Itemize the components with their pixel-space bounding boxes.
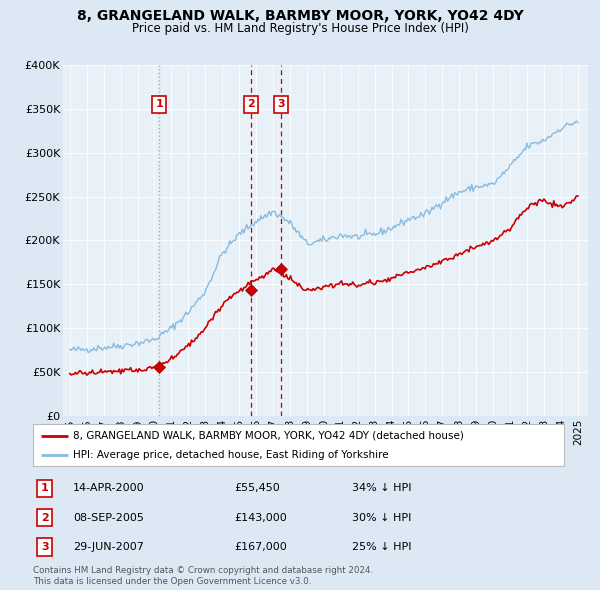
Text: 14-APR-2000: 14-APR-2000 [73,483,145,493]
Text: 8, GRANGELAND WALK, BARMBY MOOR, YORK, YO42 4DY: 8, GRANGELAND WALK, BARMBY MOOR, YORK, Y… [77,9,523,23]
Text: 34% ↓ HPI: 34% ↓ HPI [352,483,411,493]
Text: 30% ↓ HPI: 30% ↓ HPI [352,513,411,523]
Text: 1: 1 [155,99,163,109]
Text: £143,000: £143,000 [235,513,287,523]
Text: HPI: Average price, detached house, East Riding of Yorkshire: HPI: Average price, detached house, East… [73,451,388,460]
Text: 8, GRANGELAND WALK, BARMBY MOOR, YORK, YO42 4DY (detached house): 8, GRANGELAND WALK, BARMBY MOOR, YORK, Y… [73,431,464,441]
Text: 25% ↓ HPI: 25% ↓ HPI [352,542,411,552]
Text: 2: 2 [247,99,254,109]
Text: Contains HM Land Registry data © Crown copyright and database right 2024.
This d: Contains HM Land Registry data © Crown c… [33,566,373,586]
Text: £55,450: £55,450 [235,483,281,493]
Text: 2: 2 [41,513,49,523]
Text: 08-SEP-2005: 08-SEP-2005 [73,513,144,523]
Text: 1: 1 [41,483,49,493]
Text: 29-JUN-2007: 29-JUN-2007 [73,542,144,552]
Text: Price paid vs. HM Land Registry's House Price Index (HPI): Price paid vs. HM Land Registry's House … [131,22,469,35]
Text: 3: 3 [41,542,49,552]
Text: £167,000: £167,000 [235,542,287,552]
Text: 3: 3 [277,99,285,109]
